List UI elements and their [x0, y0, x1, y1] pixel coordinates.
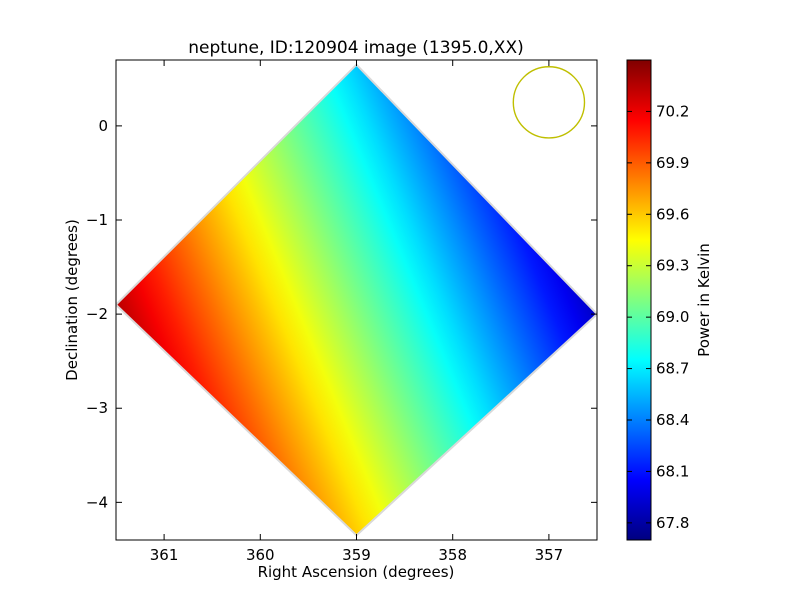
y-tick-label: −4: [86, 493, 108, 511]
x-tick-label: 357: [535, 546, 564, 564]
colorbar-tick-label: 69.0: [656, 308, 689, 326]
colorbar-tick-label: 69.6: [656, 205, 689, 223]
x-axis-label: Right Ascension (degrees): [258, 563, 455, 581]
colorbar-tick-label: 67.8: [656, 514, 689, 532]
y-tick-label: −1: [86, 211, 108, 229]
x-tick-label: 359: [342, 546, 371, 564]
chart-title: neptune, ID:120904 image (1395.0,XX): [188, 38, 523, 58]
y-tick-label: −2: [86, 305, 108, 323]
y-tick-label: 0: [98, 117, 108, 135]
colorbar-tick-label: 68.1: [656, 462, 689, 480]
x-tick-label: 360: [246, 546, 275, 564]
colorbar-tick-label: 68.7: [656, 360, 689, 378]
y-axis-label: Declination (degrees): [63, 219, 81, 381]
colorbar-tick-label: 70.2: [656, 102, 689, 120]
x-tick-label: 358: [438, 546, 467, 564]
colorbar-ticks: 67.8 68.1 68.4 68.7 69.0 69.3 69.6 69.9 70.2: [627, 102, 689, 532]
colorbar-tick-label: 68.4: [656, 411, 689, 429]
y-tick-label: −3: [86, 399, 108, 417]
colorbar-label: Power in Kelvin: [695, 243, 713, 357]
colorbar-tick-label: 69.9: [656, 154, 689, 172]
colorbar: [626, 59, 652, 541]
beam-circle: [512, 66, 586, 139]
y-axis-ticks: 0 −1 −2 −3 −4: [86, 117, 597, 511]
colorbar-tick-label: 69.3: [656, 257, 689, 275]
x-tick-label: 361: [150, 546, 179, 564]
x-axis-ticks: 361 360 359 358 357: [150, 60, 563, 564]
